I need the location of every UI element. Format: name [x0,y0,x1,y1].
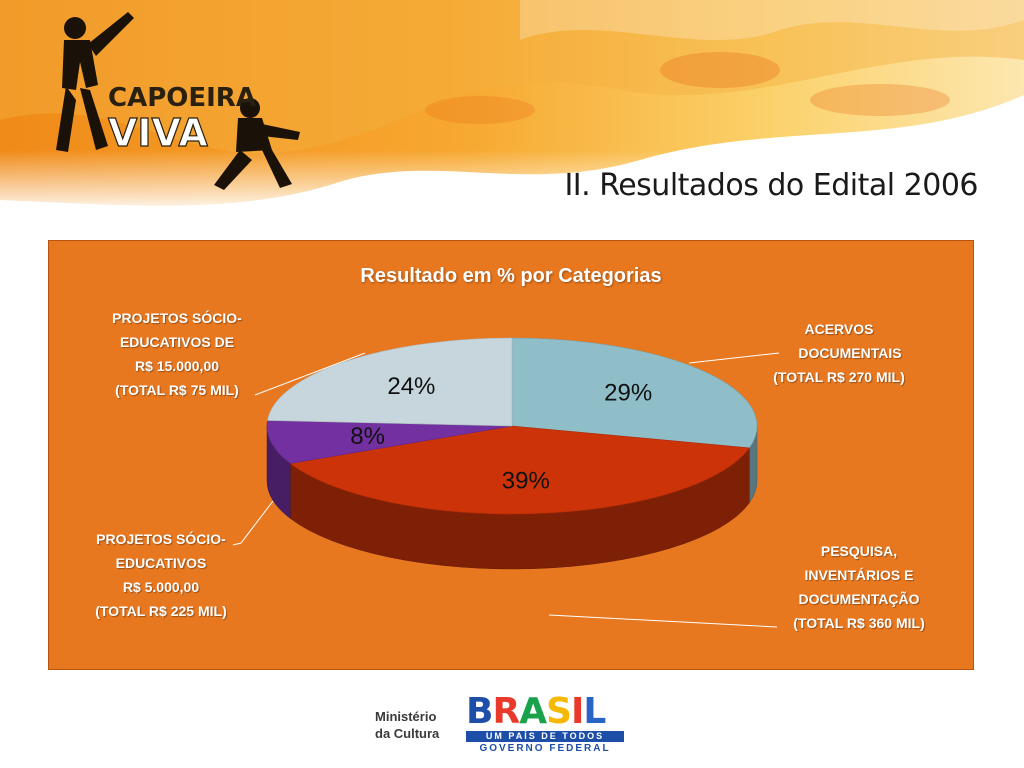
percent-label-acervos: 29% [604,380,652,407]
pie-slice-projetos-15mil [267,337,513,427]
page-title: II. Resultados do Edital 2006 [564,168,978,203]
label-acervos: ACERVOS DOCUMENTAIS (TOTAL R$ 270 MIL) [773,321,905,385]
leader-line-acervos [688,352,780,364]
pie-chart: 29% 39% 8%24% [232,337,780,628]
leader-line-pesquisa [548,614,778,628]
leader-line-projetos-15mil [254,352,366,396]
brasil-governo-federal-logo: BRASIL UM PAÍS DE TODOS GOVERNO FEDERAL [466,694,626,754]
capoeira-figure-left [56,12,134,152]
brasil-wordmark: BRASIL [466,691,606,732]
logo-text-line2: VIVA [108,111,208,155]
header-banner: CAPOEIRA VIVA II. Resultados do Edital 2… [0,0,1024,215]
ministerio-da-cultura-logo: Ministério da Cultura [375,709,440,741]
footer: Ministério da Cultura BRASIL UM PAÍS DE … [0,690,1024,768]
pie-top-layer [266,337,758,515]
label-projetos-5mil: PROJETOS SÓCIO- EDUCATIVOS R$ 5.000,00 (… [95,531,227,619]
leader-lines [232,352,780,628]
leader-line-projetos-5mil [232,500,274,546]
pie-slice-pesquisa [289,425,750,515]
banner-artwork: CAPOEIRA VIVA [0,0,1024,215]
label-pesquisa: PESQUISA, INVENTÁRIOS E DOCUMENTAÇÃO (TO… [793,543,925,631]
percent-label-projetos-15mil: 24% [387,373,435,400]
chart-panel: Resultado em % por Categorias 29% 39% 8% 24… [48,240,974,670]
governo-federal-text: GOVERNO FEDERAL [479,743,611,754]
chart-title: Resultado em % por Categorias [360,265,662,287]
capoeira-figure-right [214,98,300,190]
pie-slice-acervos [511,337,758,449]
percent-labels: 29% 39% 8%24% [350,373,652,494]
pie-slice-projetos-5mil [266,420,513,464]
percent-label-pesquisa: 39% [502,467,550,494]
brasil-slogan: UM PAÍS DE TODOS [466,731,624,742]
percent-label-projetos-5mil: 8% [350,423,385,450]
logo-text-line1: CAPOEIRA [108,83,256,113]
label-projetos-15mil: PROJETOS SÓCIO- EDUCATIVOS DE R$ 15.000,… [112,310,242,398]
